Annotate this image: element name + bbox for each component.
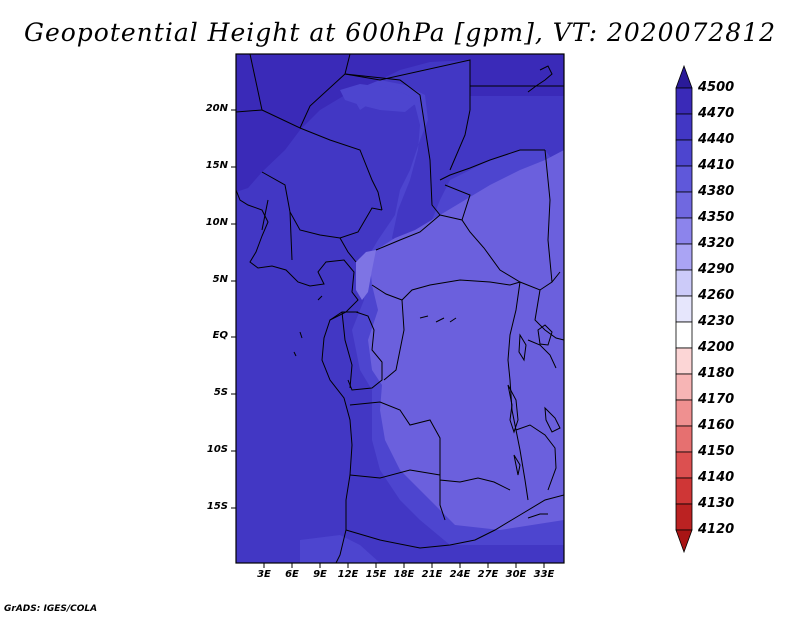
height-field-4410-north	[340, 84, 420, 112]
lon-label-18e: 18E	[393, 569, 415, 580]
lat-ticks	[231, 109, 236, 509]
colorbar-segment	[675, 295, 693, 323]
lat-label-eq: EQ	[212, 330, 228, 341]
colorbar-label: 4440	[698, 132, 735, 147]
height-field-4350	[356, 250, 376, 300]
lon-ticks	[263, 563, 545, 568]
colorbar-label: 4140	[698, 470, 735, 485]
lat-label-5s: 5S	[213, 387, 228, 398]
colorbar-top-arrow	[675, 64, 693, 89]
colorbar-segment	[675, 191, 693, 219]
lat-label-20n: 20N	[205, 103, 228, 114]
lon-label-24e: 24E	[449, 569, 471, 580]
colorbar-label: 4200	[698, 340, 735, 355]
colorbar-label: 4470	[698, 106, 735, 121]
lat-label-10n: 10N	[205, 217, 228, 228]
map-title: Geopotential Height at 600hPa [gpm], VT:…	[23, 18, 777, 47]
colorbar-segment	[675, 165, 693, 193]
colorbar-segment	[675, 347, 693, 375]
lat-label-15s: 15S	[206, 501, 228, 512]
colorbar-segment	[675, 113, 693, 141]
colorbar-segment	[675, 321, 693, 349]
country-borders	[236, 54, 564, 563]
colorbar-segment	[675, 451, 693, 479]
lon-label-30e: 30E	[505, 569, 527, 580]
lon-label-27e: 27E	[477, 569, 499, 580]
map-frame	[235, 53, 565, 564]
colorbar-label: 4120	[698, 522, 735, 537]
colorbar-segment	[675, 503, 693, 531]
colorbar-segment	[675, 399, 693, 427]
colorbar-label: 4500	[698, 80, 735, 95]
colorbar-label: 4150	[698, 444, 735, 459]
lat-label-10s: 10S	[206, 444, 228, 455]
colorbar-segment	[675, 243, 693, 271]
colorbar-segment	[675, 477, 693, 505]
colorbar-label: 4180	[698, 366, 735, 381]
grads-credit: GrADS: IGES/COLA	[4, 604, 98, 614]
lon-label-12e: 12E	[337, 569, 359, 580]
colorbar-segment	[675, 87, 693, 115]
colorbar-segment	[675, 217, 693, 245]
lon-label-33e: 33E	[533, 569, 555, 580]
height-field-4380	[368, 150, 564, 530]
colorbar-segment	[675, 269, 693, 297]
colorbar-label: 4130	[698, 496, 735, 511]
colorbar	[675, 64, 693, 554]
colorbar-label: 4290	[698, 262, 735, 277]
lon-label-6e: 6E	[285, 569, 299, 580]
colorbar-label: 4380	[698, 184, 735, 199]
height-field-4410-south	[300, 535, 380, 563]
colorbar-segment	[675, 373, 693, 401]
colorbar-segment	[675, 425, 693, 453]
colorbar-label: 4410	[698, 158, 735, 173]
colorbar-label: 4160	[698, 418, 735, 433]
lat-label-15n: 15N	[205, 160, 228, 171]
colorbar-bottom-arrow	[675, 529, 693, 554]
height-field-4470	[236, 54, 564, 192]
lon-label-21e: 21E	[421, 569, 443, 580]
lon-label-9e: 9E	[313, 569, 327, 580]
lat-label-5n: 5N	[212, 274, 228, 285]
colorbar-segment	[675, 139, 693, 167]
colorbar-label: 4170	[698, 392, 735, 407]
lon-label-15e: 15E	[365, 569, 387, 580]
colorbar-label: 4350	[698, 210, 735, 225]
colorbar-label: 4230	[698, 314, 735, 329]
colorbar-label: 4320	[698, 236, 735, 251]
lon-label-3e: 3E	[257, 569, 271, 580]
colorbar-label: 4260	[698, 288, 735, 303]
